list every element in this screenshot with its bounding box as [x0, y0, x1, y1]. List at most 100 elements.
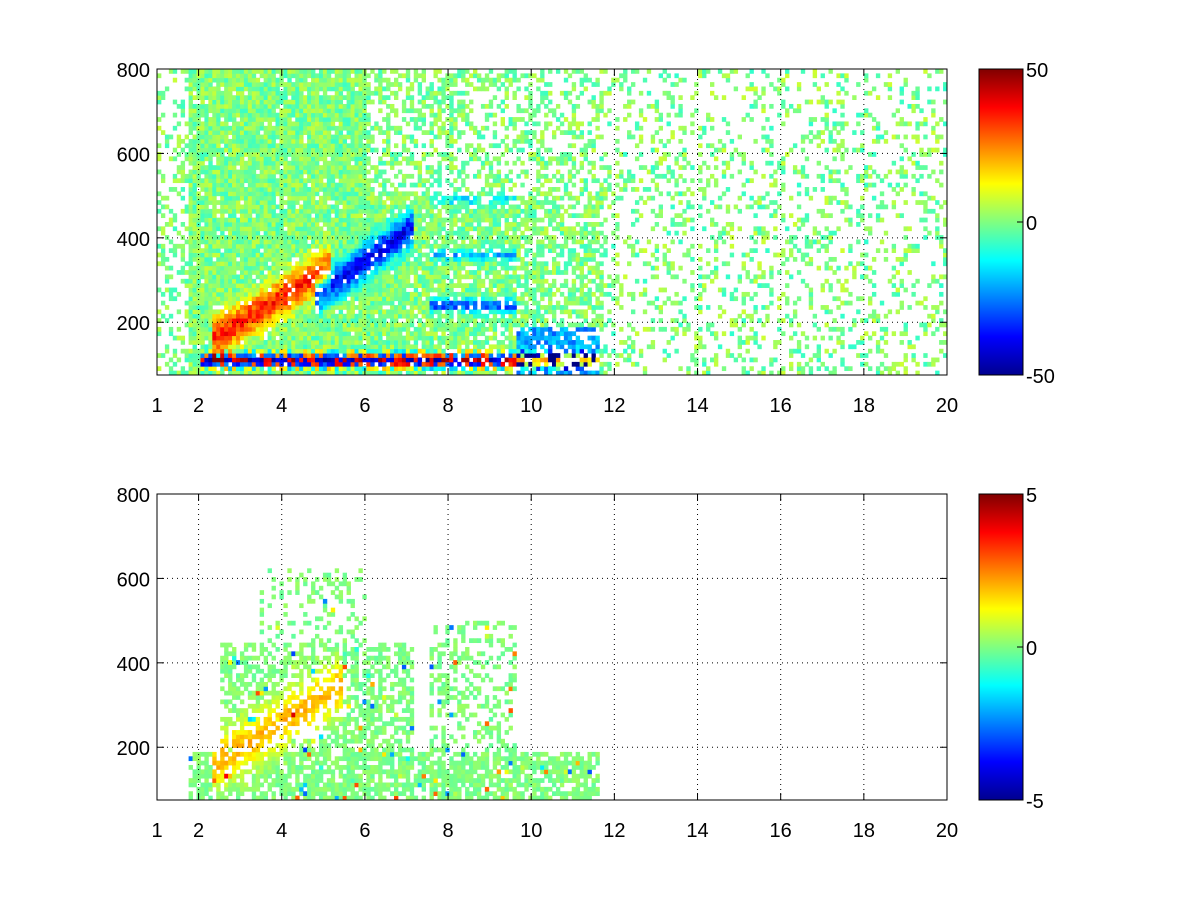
heatmap-cell	[338, 256, 344, 262]
heatmap-cell	[200, 108, 205, 114]
heatmap-cell	[366, 156, 371, 162]
heatmap-cell	[508, 187, 513, 192]
heatmap-cell	[200, 305, 205, 310]
heatmap-cell	[220, 147, 225, 153]
heatmap-cell	[295, 357, 300, 363]
heatmap-cell	[275, 370, 280, 376]
heatmap-cell	[397, 208, 403, 214]
heatmap-cell	[303, 305, 308, 310]
heatmap-cell	[461, 103, 466, 109]
heatmap-cell	[204, 213, 209, 219]
heatmap-cell	[362, 112, 367, 118]
heatmap-cell	[378, 305, 383, 310]
heatmap-cell	[386, 270, 391, 275]
heatmap-cell	[334, 117, 340, 122]
heatmap-cell	[405, 191, 411, 197]
heatmap-cell	[279, 173, 284, 179]
heatmap-cell	[243, 95, 249, 100]
heatmap-cell	[251, 322, 257, 328]
heatmap-cell	[204, 261, 209, 267]
heatmap-cell	[401, 235, 407, 240]
heatmap-cell	[263, 200, 268, 205]
heatmap-cell	[358, 313, 363, 319]
heatmap-cell	[236, 217, 241, 223]
heatmap-cell	[180, 265, 186, 271]
heatmap-cell	[397, 213, 403, 219]
heatmap-cell	[417, 265, 423, 271]
heatmap-cell	[358, 230, 363, 236]
heatmap-cell	[255, 331, 261, 337]
heatmap-cell	[307, 112, 312, 118]
heatmap-cell	[236, 287, 241, 293]
heatmap-cell	[200, 160, 205, 166]
heatmap-cell	[295, 156, 300, 162]
heatmap-cell	[453, 138, 458, 144]
heatmap-cell	[322, 291, 328, 297]
heatmap-cell	[473, 300, 478, 306]
heatmap-cell	[492, 313, 498, 319]
heatmap-cell	[303, 226, 308, 232]
heatmap-cell	[255, 152, 261, 157]
heatmap-cell	[362, 344, 367, 350]
heatmap-cell	[315, 370, 320, 376]
heatmap-cell	[401, 335, 407, 341]
heatmap-cell	[267, 222, 272, 227]
heatmap-cell	[378, 296, 383, 302]
heatmap-cell	[366, 296, 371, 302]
heatmap-cell	[192, 296, 197, 302]
heatmap-cell	[295, 187, 300, 192]
heatmap-cell	[449, 90, 454, 96]
heatmap-cell	[437, 77, 442, 83]
heatmap-cell	[358, 173, 363, 179]
heatmap-cell	[437, 108, 442, 114]
heatmap-cell	[208, 130, 213, 135]
heatmap-cell	[449, 117, 454, 122]
heatmap-cell	[283, 217, 288, 223]
heatmap-cell	[433, 169, 438, 175]
heatmap-cell	[370, 165, 375, 170]
heatmap-cell	[267, 125, 272, 131]
heatmap-cell	[342, 160, 347, 166]
heatmap-cell	[228, 252, 233, 258]
heatmap-cell	[326, 243, 332, 249]
heatmap-cell	[370, 322, 375, 328]
heatmap-cell	[322, 208, 328, 214]
heatmap-cell	[318, 230, 324, 236]
heatmap-cell	[236, 278, 241, 284]
heatmap-cell	[275, 252, 280, 258]
heatmap-cell	[469, 226, 474, 232]
heatmap-cell	[291, 353, 296, 358]
heatmap-cell	[488, 77, 494, 83]
heatmap-cell	[196, 230, 201, 236]
heatmap-cell	[390, 248, 395, 253]
heatmap-cell	[457, 331, 462, 337]
heatmap-cell	[275, 261, 280, 267]
heatmap-cell	[255, 261, 261, 267]
heatmap-cell	[421, 112, 426, 118]
heatmap-cell	[212, 99, 217, 105]
heatmap-cell	[496, 366, 502, 372]
heatmap-cell	[216, 261, 221, 267]
heatmap-cell	[251, 200, 257, 205]
heatmap-cell	[311, 344, 316, 350]
heatmap-cell	[263, 125, 268, 131]
heatmap-cell	[275, 69, 280, 74]
heatmap-cell	[508, 147, 513, 153]
heatmap-cell	[275, 112, 280, 118]
heatmap-cell	[326, 265, 332, 271]
heatmap-cell	[180, 270, 186, 275]
heatmap-cell	[318, 361, 324, 367]
heatmap-cell	[263, 90, 268, 96]
heatmap-cell	[512, 291, 517, 297]
heatmap-cell	[461, 309, 466, 315]
heatmap-cell	[224, 130, 229, 135]
heatmap-cell	[236, 138, 241, 144]
heatmap-cell	[243, 239, 249, 245]
heatmap-cell	[251, 366, 257, 372]
heatmap-cell	[429, 335, 434, 341]
heatmap-cell	[484, 86, 490, 92]
heatmap-cell	[271, 160, 276, 166]
heatmap-cell	[275, 274, 280, 280]
heatmap-cell	[322, 335, 328, 341]
heatmap-cell	[362, 335, 367, 341]
